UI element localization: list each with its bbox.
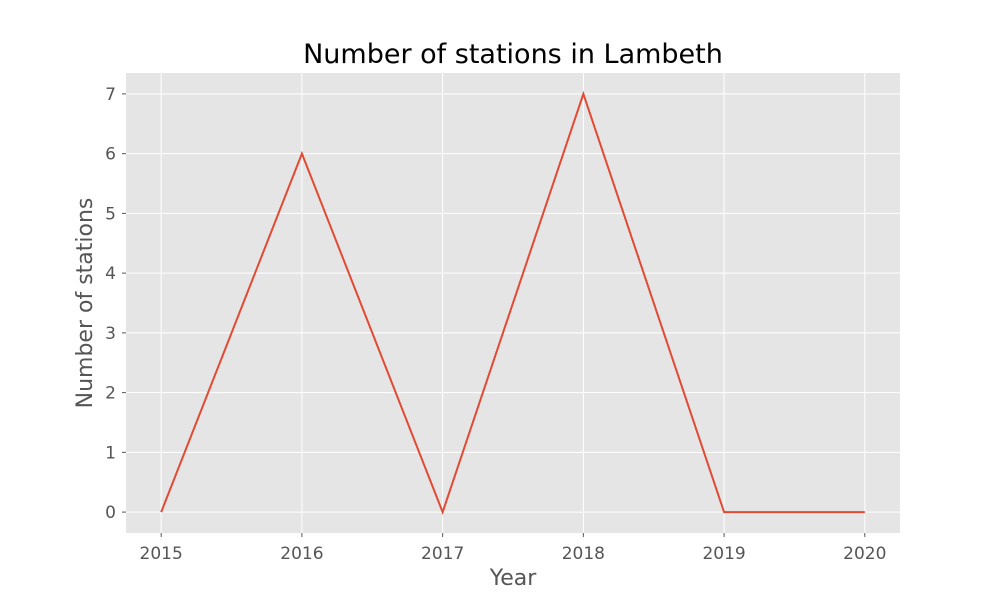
chart-title: Number of stations in Lambeth xyxy=(303,39,723,70)
x-gridlines xyxy=(160,73,866,533)
series-line xyxy=(160,90,865,516)
y-tick-label: 4 xyxy=(105,264,116,284)
y-tick-label: 5 xyxy=(105,204,116,224)
y-axis-ticks: 0 1 2 3 4 5 6 7 xyxy=(105,85,126,523)
x-tick-label: 2018 xyxy=(562,544,605,564)
y-tick-label: 6 xyxy=(105,145,116,165)
x-axis-ticks: 2015 2016 2017 2018 2019 2020 xyxy=(140,533,886,564)
series-layer xyxy=(160,90,865,516)
x-tick-label: 2019 xyxy=(702,544,745,564)
y-axis-label: Number of stations xyxy=(73,198,98,409)
x-tick-label: 2016 xyxy=(280,544,323,564)
y-tick-label: 3 xyxy=(105,324,116,344)
y-tick-label: 1 xyxy=(105,443,116,463)
x-axis-label: Year xyxy=(489,566,538,591)
x-tick-label: 2020 xyxy=(843,544,886,564)
x-tick-label: 2017 xyxy=(421,544,464,564)
y-tick-label: 2 xyxy=(105,384,116,404)
y-tick-label: 7 xyxy=(105,85,116,105)
x-tick-label: 2015 xyxy=(140,544,183,564)
y-tick-label: 0 xyxy=(105,503,116,523)
